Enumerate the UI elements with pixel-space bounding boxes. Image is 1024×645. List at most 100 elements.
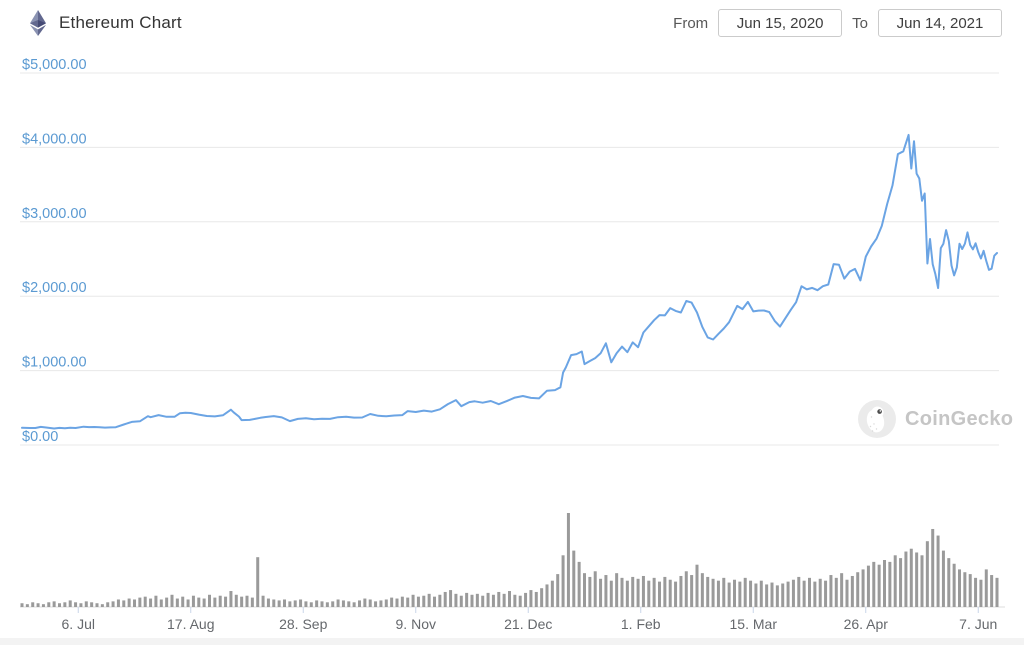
volume-bar [465,592,469,607]
volume-bar [133,599,136,607]
volume-bar [272,599,276,607]
volume-bar [877,564,881,607]
page-title: Ethereum Chart [59,13,182,32]
coingecko-watermark: CoinGecko [858,400,1013,438]
volume-bar [111,601,115,607]
volume-bar [883,560,886,607]
volume-bar [352,602,356,607]
volume-bar [218,595,222,607]
volume-bar [283,599,286,607]
volume-bar [808,577,811,607]
volume-bar [154,595,158,607]
volume-bar [534,591,538,607]
from-date-input[interactable] [718,9,843,37]
volume-bar [722,577,726,607]
volume-bar [904,551,908,607]
volume-bar [358,600,361,607]
volume-bar [899,558,903,607]
volume-bar [572,550,576,607]
volume-bar [299,599,303,607]
volume-bar [250,597,254,607]
volume-bar [540,588,544,607]
volume-bar [422,595,426,607]
volume-bar [502,593,506,607]
volume-bar [647,580,651,607]
volume-bar [331,601,335,607]
volume-bar [615,573,619,607]
volume-bar [20,603,24,607]
volume-bar [690,575,694,607]
volume-bar [325,602,329,607]
volume-bar [315,600,319,607]
volume-bar [288,601,292,607]
volume-bar [791,579,795,607]
volume-bar [888,561,892,607]
volume-bar [974,577,978,607]
volume-bar [556,574,560,607]
volume-bar [941,550,945,607]
volume-bar [834,577,838,607]
volume-bar [545,584,549,607]
from-label: From [673,14,709,32]
x-axis-label: 9. Nov [396,616,436,632]
to-date-input[interactable] [878,9,1002,37]
volume-bar [400,596,404,607]
volume-bar [261,595,265,607]
volume-bar [475,593,479,607]
volume-bar [491,594,495,607]
volume-bar [995,577,999,607]
volume-bar [411,594,415,607]
volume-bar [566,513,570,607]
price-line-series [21,133,998,430]
volume-bar [170,594,174,607]
volume-bar [384,599,388,607]
volume-bar [149,598,153,607]
volume-bar [872,561,876,607]
volume-bar [341,600,345,607]
volume-bar [234,594,238,607]
volume-bar [143,596,147,607]
volume-bar [925,541,929,607]
volume-bar [711,578,715,607]
volume-bar [866,565,870,607]
volume-bar [759,580,763,607]
volume-bar [202,598,206,607]
volume-bar [786,581,790,607]
volume-bar [363,598,367,607]
volume-bar [909,548,913,607]
volume-bar [122,600,126,607]
volume-bar [336,599,340,607]
volume-bar [518,595,522,607]
volume-bar [379,600,383,607]
volume-bar [497,591,501,607]
volume-bar [920,555,924,607]
volume-bar [90,602,94,607]
volume-bar [138,597,142,607]
volume-bar [449,590,453,607]
volume-bar [320,601,324,607]
volume-bar [416,596,420,607]
volume-bar [513,594,517,607]
bottom-edge-band [0,638,1024,645]
volume-bar [213,597,217,607]
volume-bar [127,598,131,607]
volume-bar [390,597,394,607]
volume-bar [106,602,110,607]
volume-bar [95,603,99,607]
volume-bar [550,580,554,607]
volume-bar [684,571,688,607]
x-axis-label: 28. Sep [279,616,327,632]
x-axis-label: 7. Jun [959,616,997,632]
volume-bar [406,597,410,607]
volume-bar [229,591,233,607]
volume-bar [347,601,351,607]
volume-bar [915,552,919,607]
volume-bar [63,602,67,607]
volume-bar [679,575,683,607]
volume-bar [958,569,961,607]
volume-bar [963,572,967,607]
x-axis-label: 1. Feb [621,616,661,632]
volume-bar [240,596,244,607]
